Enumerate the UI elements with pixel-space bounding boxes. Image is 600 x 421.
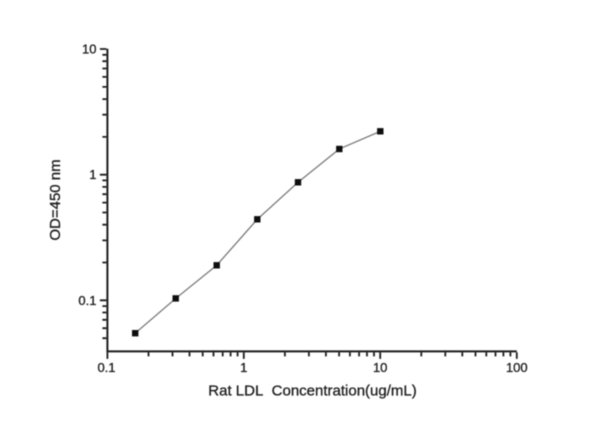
svg-text:10: 10	[82, 42, 96, 57]
svg-text:1: 1	[89, 167, 96, 182]
svg-text:10: 10	[373, 360, 387, 375]
svg-text:OD=450 nm: OD=450 nm	[47, 159, 64, 240]
svg-text:1: 1	[240, 360, 247, 375]
svg-text:0.1: 0.1	[78, 293, 96, 308]
svg-text:100: 100	[506, 360, 528, 375]
svg-text:Rat LDL Concentration(ug/mL): Rat LDL Concentration(ug/mL)	[208, 383, 416, 400]
svg-text:0.1: 0.1	[97, 360, 115, 375]
